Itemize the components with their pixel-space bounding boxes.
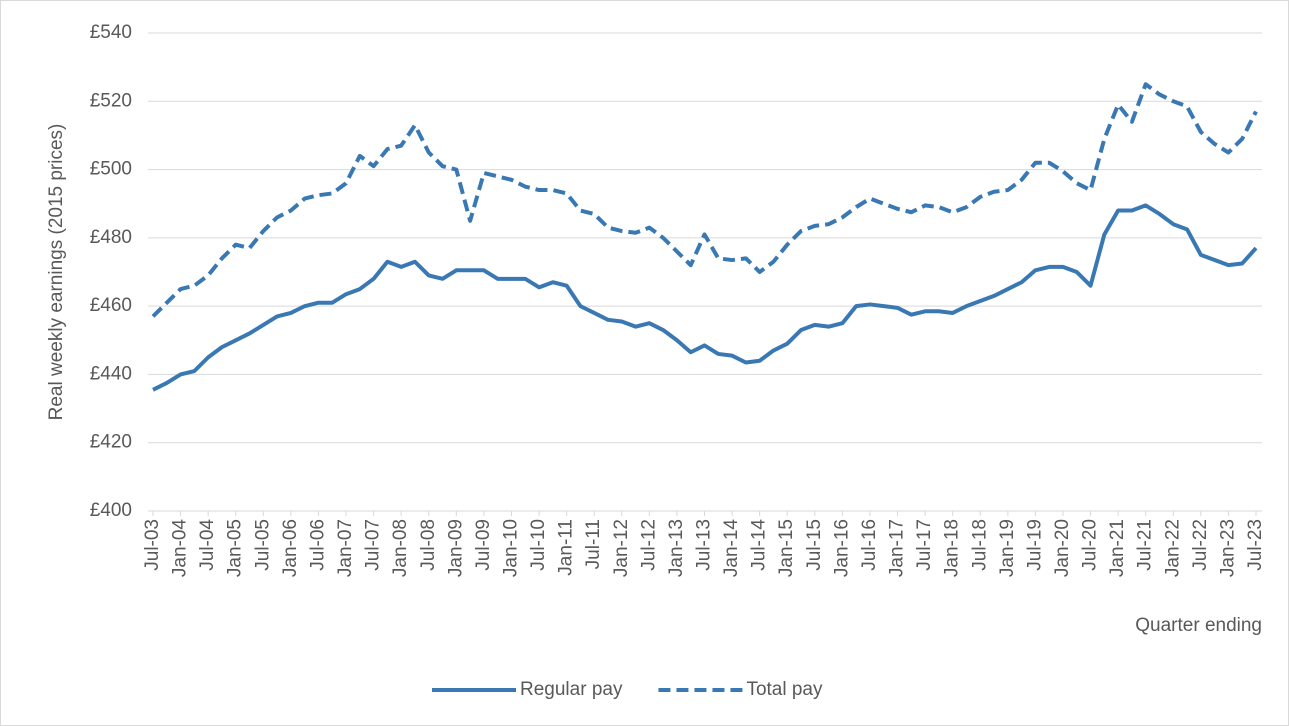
y-tick-label: £440 <box>90 363 132 384</box>
series-line <box>151 82 1258 318</box>
x-tick-label: Jul-06 <box>307 519 328 571</box>
y-tick-label: £400 <box>90 500 132 521</box>
x-tick-label: Jul-22 <box>1190 519 1211 571</box>
x-tick-label: Jul-11 <box>583 519 604 569</box>
y-tick-label: £540 <box>90 22 132 43</box>
x-tick-label: Jan-10 <box>500 519 521 577</box>
series-line <box>152 203 1258 392</box>
x-tick-label: Jul-13 <box>694 519 715 571</box>
x-tick-label: Jul-04 <box>197 519 218 571</box>
x-axis-title: Quarter ending <box>1135 615 1262 636</box>
legend-label: Total pay <box>746 679 823 700</box>
x-tick-label: Jul-18 <box>969 519 990 571</box>
x-tick-label: Jul-10 <box>528 519 549 571</box>
x-tick-label: Jan-22 <box>1162 519 1183 577</box>
x-tick-label: Jan-07 <box>335 519 356 577</box>
x-tick-label: Jan-09 <box>445 519 466 577</box>
x-tick-label: Jul-23 <box>1245 519 1266 571</box>
x-tick-label: Jul-12 <box>638 519 659 571</box>
y-axis-title: Real weekly earnings (2015 prices) <box>46 124 67 421</box>
x-tick-label: Jan-16 <box>831 519 852 577</box>
x-tick-label: Jan-13 <box>666 519 687 577</box>
x-tick-label: Jul-14 <box>749 519 770 571</box>
x-tick-label: Jul-08 <box>418 519 439 571</box>
y-tick-label: £500 <box>90 159 132 180</box>
x-tick-label: Jan-23 <box>1217 519 1238 577</box>
x-tick-label: Jan-04 <box>170 519 191 578</box>
legend-label: Regular pay <box>520 679 623 700</box>
x-tick-label: Jan-15 <box>776 519 797 577</box>
x-tick-label: Jan-11 <box>556 519 577 576</box>
x-tick-label: Jan-08 <box>390 519 411 577</box>
x-tick-label: Jan-05 <box>225 519 246 577</box>
x-tick-label: Jan-06 <box>280 519 301 577</box>
x-tick-label: Jul-07 <box>363 519 384 571</box>
y-tick-label: £520 <box>90 90 132 111</box>
x-tick-label: Jul-15 <box>804 519 825 571</box>
x-tick-label: Jul-16 <box>859 519 880 571</box>
y-tick-label: £460 <box>90 295 132 316</box>
x-tick-label: Jul-09 <box>473 519 494 571</box>
y-tick-label: £480 <box>90 227 132 248</box>
x-tick-label: Jul-03 <box>142 519 163 571</box>
x-tick-label: Jan-21 <box>1107 519 1128 577</box>
x-tick-label: Jan-20 <box>1052 519 1073 577</box>
x-tick-label: Jul-19 <box>1024 519 1045 571</box>
x-tick-label: Jan-18 <box>942 519 963 577</box>
y-tick-label: £420 <box>90 432 132 453</box>
x-tick-label: Jul-05 <box>252 519 273 571</box>
x-tick-label: Jul-17 <box>914 519 935 571</box>
x-tick-label: Jul-21 <box>1135 519 1156 571</box>
x-tick-label: Jan-17 <box>887 519 908 577</box>
x-tick-label: Jul-20 <box>1080 519 1101 571</box>
x-tick-label: Jan-14 <box>721 519 742 578</box>
x-tick-label: Jan-12 <box>611 519 632 577</box>
x-tick-label: Jan-19 <box>997 519 1018 577</box>
